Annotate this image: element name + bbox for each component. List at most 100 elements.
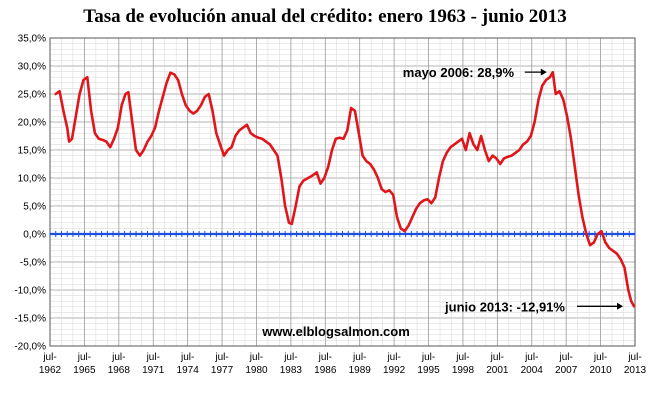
data-point [231,146,233,148]
data-point [55,93,57,95]
series-layer [54,70,636,308]
data-point [423,199,425,201]
data-point [623,267,626,269]
annotation-latest-arrowhead [617,302,624,310]
data-point [185,104,187,106]
data-point [361,155,364,157]
data-point [381,188,383,190]
data-point [66,127,68,129]
data-point [377,177,379,179]
data-point [223,155,225,157]
data-point [480,135,482,137]
data-point [453,143,455,145]
data-point [562,99,564,101]
data-point [507,156,509,158]
data-point [200,104,202,106]
x-tick-month: jul- [421,352,435,363]
data-point [127,91,129,93]
x-axis-tick-labels: jul- 1962 jul- 1965 jul- 1968 jul- 1971 jul- 1974… [39,352,647,376]
data-point [273,149,275,151]
data-point [434,197,436,199]
data-point [261,138,263,140]
data-point [415,208,417,210]
data-point [597,233,599,235]
data-point [438,177,440,179]
y-tick-label: 10,0% [18,174,46,185]
data-point [169,72,172,74]
data-point [511,155,513,157]
data-point [514,152,517,154]
data-point [101,139,104,141]
x-tick-label: jul- 1980 [245,352,268,376]
data-point [131,121,133,123]
data-point [555,93,557,95]
x-tick-year: 1998 [452,365,475,376]
data-point [449,146,452,148]
x-tick-label: jul- 2007 [555,352,578,376]
x-tick-label: jul- 1977 [211,352,234,376]
x-tick-year: 1968 [108,365,131,376]
credit-growth-line [54,70,636,308]
x-tick-year: 1983 [280,365,303,376]
x-tick-month: jul- [559,352,573,363]
data-point [135,149,137,151]
y-tick-label: -5,0% [20,258,46,269]
data-point [600,230,603,232]
data-point [105,141,107,143]
x-tick-year: 1962 [39,365,62,376]
data-point [246,124,248,126]
data-point [442,160,444,162]
data-point [495,157,497,159]
data-point [503,157,505,159]
data-point [139,155,141,157]
data-point [365,160,367,162]
data-point [578,194,580,196]
y-tick-label: -10,0% [14,286,46,297]
data-point [312,174,314,176]
y-tick-label: 35,0% [18,34,46,45]
data-point [465,149,467,151]
x-tick-label: jul- 1962 [39,352,62,376]
y-tick-label: 20,0% [18,118,46,129]
data-point [173,73,175,75]
data-point [491,155,494,157]
x-tick-label: jul- 2013 [624,352,647,376]
data-point [581,216,584,218]
x-tick-label: jul- 1971 [142,352,165,376]
data-point [90,110,92,112]
data-point [574,166,576,168]
data-point [342,138,345,140]
data-point [499,163,501,165]
plot-frame [49,37,636,347]
x-tick-month: jul- [455,352,469,363]
data-point [522,143,524,145]
data-point [71,138,73,140]
x-tick-year: 2004 [521,365,544,376]
x-tick-month: jul- [214,352,228,363]
data-point [604,241,606,243]
data-point [534,121,536,123]
y-tick-label: 25,0% [18,90,46,101]
data-point [373,169,375,171]
data-point [430,202,432,204]
x-tick-month: jul- [386,352,400,363]
data-point [400,227,402,229]
data-point [426,198,429,200]
data-point [537,99,540,101]
x-tick-year: 1989 [349,365,372,376]
data-point [446,152,448,154]
data-point [177,79,179,81]
x-tick-year: 1977 [211,365,234,376]
data-point [608,247,610,249]
data-point [526,141,528,143]
data-point [350,107,352,109]
data-point [552,71,554,73]
data-point [121,104,123,106]
x-tick-year: 1965 [73,365,96,376]
plot-area [50,38,635,346]
x-tick-label: jul- 1965 [73,352,96,376]
data-point [58,90,61,92]
data-point [192,113,194,115]
axes [49,37,636,347]
x-tick-label: jul- 1992 [383,352,406,376]
